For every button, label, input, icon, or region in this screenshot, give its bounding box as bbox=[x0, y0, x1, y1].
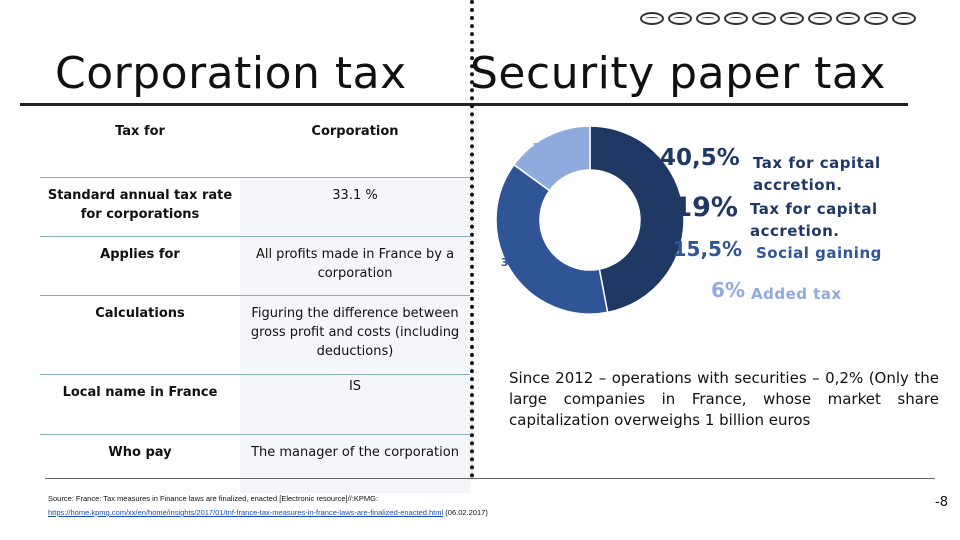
ring-icon bbox=[752, 12, 776, 25]
vertical-divider bbox=[470, 0, 474, 478]
row-label: Local name in France bbox=[40, 374, 240, 435]
legend-text: Social gaining bbox=[756, 244, 882, 262]
legend-text: Tax for capital accretion. bbox=[750, 200, 878, 240]
security-tax-donut-chart: 47% 38% 15% bbox=[495, 125, 685, 315]
slice-label: 15% bbox=[532, 141, 558, 154]
row-value: The manager of the corporation bbox=[240, 434, 470, 493]
page-number: -8 bbox=[935, 495, 948, 510]
legend-percent: 15,5% bbox=[672, 237, 742, 261]
title-security-paper-tax: Security paper tax bbox=[470, 48, 886, 99]
ring-icon bbox=[724, 12, 748, 25]
title-underline bbox=[20, 103, 908, 106]
ring-icon bbox=[668, 12, 692, 25]
source-citation: Source: France: Tax measures in Finance … bbox=[48, 492, 488, 520]
ring-icon bbox=[640, 12, 664, 25]
binder-rings-decoration bbox=[640, 12, 916, 25]
row-label: Who pay bbox=[40, 434, 240, 493]
source-date: (06.02.2017) bbox=[445, 508, 488, 517]
legend-text: Tax for capital accretion. bbox=[753, 154, 881, 194]
source-text: Source: France: Tax measures in Finance … bbox=[48, 494, 379, 503]
slice-label: 38% bbox=[501, 256, 527, 269]
row-value: 33.1 % bbox=[240, 177, 470, 237]
ring-icon bbox=[892, 12, 916, 25]
ring-icon bbox=[696, 12, 720, 25]
table-row: Calculations Figuring the difference bet… bbox=[40, 295, 470, 375]
row-label: Standard annual tax rate for corporation… bbox=[40, 177, 240, 237]
legend-percent: 19% bbox=[673, 192, 738, 223]
legend-percent: 6% bbox=[711, 278, 745, 302]
slice-label: 47% bbox=[647, 205, 673, 218]
row-label: Calculations bbox=[40, 295, 240, 375]
row-label: Applies for bbox=[40, 236, 240, 296]
row-value: All profits made in France by a corporat… bbox=[240, 236, 470, 296]
ring-icon bbox=[836, 12, 860, 25]
legend-text: Added tax bbox=[751, 285, 842, 303]
securities-note: Since 2012 – operations with securities … bbox=[509, 369, 939, 429]
table-row: Who pay The manager of the corporation bbox=[40, 434, 470, 493]
donut-slice-38pct bbox=[495, 163, 609, 315]
ring-icon bbox=[780, 12, 804, 25]
row-value: IS bbox=[240, 374, 470, 435]
row-value: Figuring the difference between gross pr… bbox=[240, 295, 470, 375]
ring-icon bbox=[864, 12, 888, 25]
footer-divider bbox=[45, 478, 935, 479]
table-row: Standard annual tax rate for corporation… bbox=[40, 177, 470, 237]
corporation-tax-table: Tax for Corporation Standard annual tax … bbox=[40, 112, 470, 493]
donut-slice-47pct bbox=[589, 125, 685, 314]
table-header-row: Tax for Corporation bbox=[40, 112, 470, 178]
source-link[interactable]: https://home.kpmg.com/xx/en/home/insight… bbox=[48, 508, 444, 517]
table-row: Applies for All profits made in France b… bbox=[40, 236, 470, 296]
header-tax-for: Tax for bbox=[115, 124, 165, 139]
donut-slice-15pct bbox=[512, 125, 591, 192]
ring-icon bbox=[808, 12, 832, 25]
title-corporation-tax: Corporation tax bbox=[55, 48, 407, 99]
header-corporation: Corporation bbox=[311, 124, 399, 139]
table-row: Local name in France IS bbox=[40, 374, 470, 435]
legend-percent: 40,5% bbox=[660, 145, 740, 171]
